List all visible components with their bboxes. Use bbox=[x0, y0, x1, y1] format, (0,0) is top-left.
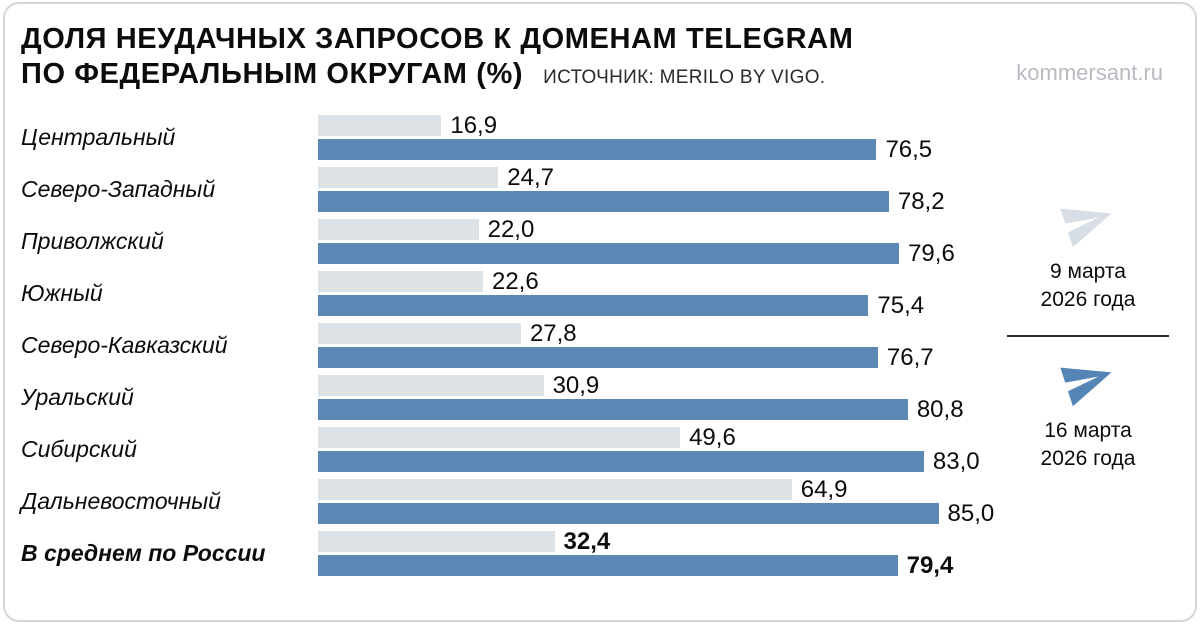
source-label: ИСТОЧНИК: MERILO BY VIGO. bbox=[543, 67, 826, 89]
bar-march16 bbox=[318, 450, 924, 472]
legend-entry-march16: 16 марта 2026 года bbox=[1003, 353, 1173, 474]
bar-value: 22,6 bbox=[491, 267, 539, 295]
bar-march9 bbox=[318, 166, 499, 188]
bar-value: 16,9 bbox=[450, 111, 498, 139]
chart-row: Уральский 30,9 80,8 bbox=[21, 371, 1195, 423]
bar-march9 bbox=[318, 322, 521, 344]
bar-march9 bbox=[318, 218, 479, 240]
bar-march16 bbox=[318, 138, 877, 160]
bar-pair: 49,6 83,0 bbox=[318, 423, 1195, 475]
bar-march16 bbox=[318, 502, 939, 524]
category-label: Центральный bbox=[21, 123, 176, 150]
bar-march16 bbox=[318, 554, 898, 576]
legend-date-line: 2026 года bbox=[1040, 288, 1136, 312]
bar-value: 79,4 bbox=[906, 551, 954, 579]
category-label: Приволжский bbox=[21, 227, 164, 254]
bar-pair: 27,8 76,7 bbox=[318, 319, 1195, 371]
chart-row: Северо-Кавказский 27,8 76,7 bbox=[21, 319, 1195, 371]
bar-value: 24,7 bbox=[507, 163, 555, 191]
chart-row: В среднем по России 32,4 79,4 bbox=[21, 527, 1195, 579]
bar-pair: 22,0 79,6 bbox=[318, 215, 1195, 267]
bar-value: 64,9 bbox=[800, 475, 848, 503]
bar-march16 bbox=[318, 346, 878, 368]
chart-title-line2: ПО ФЕДЕРАЛЬНЫМ ОКРУГАМ (%) bbox=[21, 58, 524, 91]
chart-legend: 9 марта 2026 года 16 марта 2026 года bbox=[1003, 194, 1173, 473]
bar-march16 bbox=[318, 190, 889, 212]
chart-row: Приволжский 22,0 79,6 bbox=[21, 215, 1195, 267]
bar-value: 75,4 bbox=[877, 291, 925, 319]
bar-value: 30,9 bbox=[552, 371, 600, 399]
bar-value: 49,6 bbox=[689, 423, 736, 451]
bar-march16 bbox=[318, 242, 900, 264]
telegram-plane-icon-light bbox=[1060, 208, 1112, 248]
legend-date-line: 2026 года bbox=[1040, 447, 1136, 471]
bar-march9 bbox=[318, 114, 442, 136]
bar-value: 22,0 bbox=[487, 215, 535, 243]
site-label: kommersant.ru bbox=[1016, 60, 1163, 85]
bar-pair: 64,9 85,0 bbox=[318, 475, 1195, 527]
chart-row: Северо-Западный 24,7 78,2 bbox=[21, 163, 1195, 215]
chart-rows: Центральный 16,9 76,5 Северо-Западный 24,7 78… bbox=[21, 111, 1195, 579]
category-label: Южный bbox=[21, 279, 103, 306]
bar-value: 78,2 bbox=[897, 187, 945, 215]
bar-march9 bbox=[318, 426, 681, 448]
bar-value: 79,6 bbox=[908, 239, 955, 267]
bar-value: 85,0 bbox=[947, 499, 995, 527]
chart-row: Дальневосточный 64,9 85,0 bbox=[21, 475, 1195, 527]
bar-value: 80,8 bbox=[916, 395, 964, 423]
bar-value: 76,5 bbox=[885, 135, 933, 163]
category-label: Сибирский bbox=[21, 435, 137, 462]
bar-pair: 30,9 80,8 bbox=[318, 371, 1195, 423]
bar-march16 bbox=[318, 294, 869, 316]
bar-pair: 22,6 75,4 bbox=[318, 267, 1195, 319]
bar-pair: 32,4 79,4 bbox=[318, 527, 1195, 579]
chart-row: Южный 22,6 75,4 bbox=[21, 267, 1195, 319]
telegram-plane-icon-blue bbox=[1060, 367, 1112, 406]
bar-march9 bbox=[318, 530, 555, 552]
bar-march16 bbox=[318, 398, 908, 420]
bar-value: 27,8 bbox=[529, 319, 577, 347]
chart-row: Сибирский 49,6 83,0 bbox=[21, 423, 1195, 475]
bar-value: 83,0 bbox=[932, 447, 980, 475]
chart-title-line1: ДОЛЯ НЕУДАЧНЫХ ЗАПРОСОВ К ДОМЕНАМ TELEGR… bbox=[21, 23, 854, 55]
bar-march9 bbox=[318, 374, 544, 396]
category-label: В среднем по России bbox=[21, 539, 266, 566]
category-label: Северо-Кавказский bbox=[21, 331, 228, 358]
bar-pair: 24,7 78,2 bbox=[318, 163, 1195, 215]
bar-value: 76,7 bbox=[886, 343, 934, 371]
chart-row: Центральный 16,9 76,5 bbox=[21, 111, 1195, 163]
bar-pair: 16,9 76,5 bbox=[318, 111, 1195, 163]
chart-header: ДОЛЯ НЕУДАЧНЫХ ЗАПРОСОВ К ДОМЕНАМ TELEGR… bbox=[21, 22, 1195, 93]
legend-entry-march9: 9 марта 2026 года bbox=[1003, 194, 1173, 315]
bar-march9 bbox=[318, 270, 483, 292]
category-label: Северо-Западный bbox=[21, 175, 216, 202]
bar-value: 32,4 bbox=[563, 527, 611, 555]
infographic-card: ДОЛЯ НЕУДАЧНЫХ ЗАПРОСОВ К ДОМЕНАМ TELEGR… bbox=[3, 2, 1197, 622]
legend-date-line: 16 марта bbox=[1044, 418, 1132, 442]
legend-date-line: 9 марта bbox=[1050, 260, 1126, 283]
category-label: Дальневосточный bbox=[21, 487, 221, 514]
category-label: Уральский bbox=[21, 383, 134, 410]
bar-march9 bbox=[318, 478, 792, 500]
legend-divider bbox=[1007, 334, 1169, 337]
